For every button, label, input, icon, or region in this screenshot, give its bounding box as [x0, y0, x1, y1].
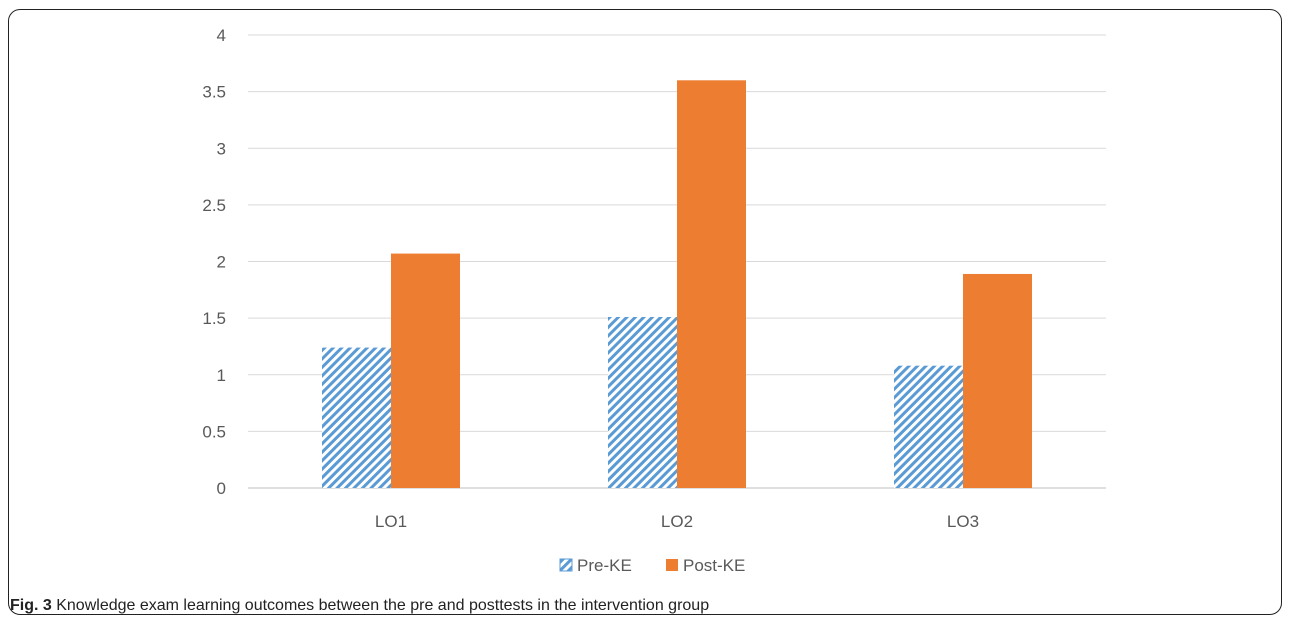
- legend-label: Pre-KE: [577, 556, 632, 575]
- legend: Pre-KE Post-KE: [559, 556, 745, 575]
- figure-caption-text: Knowledge exam learning outcomes between…: [56, 597, 710, 614]
- bar-pre-ke-lo1: [322, 347, 391, 488]
- legend-swatch: [559, 558, 573, 572]
- y-tick-label: 0: [217, 479, 226, 498]
- bars: [322, 80, 1032, 489]
- legend-label: Post-KE: [683, 556, 745, 575]
- legend-swatch: [666, 559, 678, 571]
- y-tick-label: 1.5: [202, 309, 226, 328]
- x-tick-label: LO2: [661, 512, 693, 531]
- figure-frame: [8, 9, 1282, 615]
- bar-post-ke-lo2: [677, 80, 746, 489]
- x-tick-label: LO3: [947, 512, 979, 531]
- y-tick-label: 2: [217, 253, 226, 272]
- y-tick-label: 2.5: [202, 196, 226, 215]
- y-tick-label: 1: [217, 366, 226, 385]
- bar-pre-ke-lo2: [608, 316, 677, 488]
- bar-post-ke-lo1: [391, 253, 460, 488]
- y-tick-label: 3.5: [202, 83, 226, 102]
- y-axis-ticks: 0 0.5 1 1.5 2 2.5 3 3.5 4: [202, 26, 226, 498]
- bar-post-ke-lo3: [963, 273, 1032, 488]
- y-tick-label: 4: [217, 26, 226, 45]
- figure-label: Fig. 3: [10, 597, 52, 614]
- y-tick-label: 0.5: [202, 422, 226, 441]
- bar-pre-ke-lo3: [894, 365, 963, 488]
- figure-caption: Fig. 3 Knowledge exam learning outcomes …: [10, 597, 709, 615]
- y-tick-label: 3: [217, 139, 226, 158]
- x-tick-label: LO1: [375, 512, 407, 531]
- x-axis-ticks: LO1 LO2 LO3: [375, 512, 979, 531]
